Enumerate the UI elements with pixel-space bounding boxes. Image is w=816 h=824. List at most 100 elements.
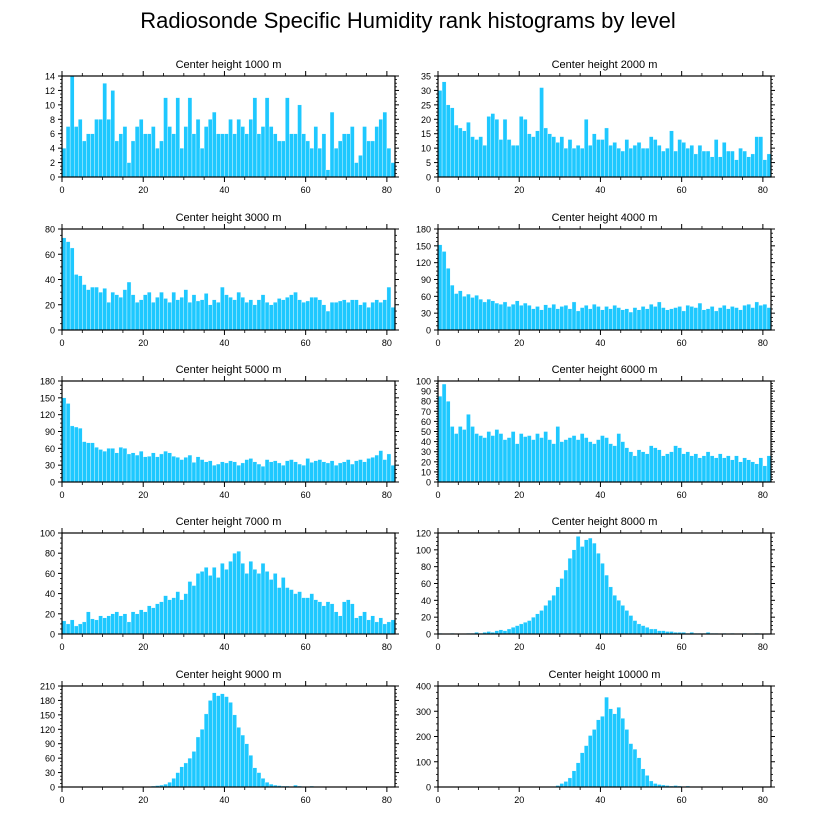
- histogram-bar: [256, 573, 262, 635]
- x-tick-label: 60: [301, 642, 311, 652]
- histogram-panel: Center height 10000 m 0 100 200 300 400 0 20 40 6…: [416, 669, 775, 805]
- histogram-bar: [571, 301, 577, 331]
- histogram-bar: [535, 130, 540, 178]
- histogram-bar: [187, 581, 193, 635]
- histogram-bar: [289, 589, 294, 635]
- histogram-bar: [543, 605, 548, 635]
- panel-title: Center height 8000 m: [552, 516, 658, 528]
- y-tick-label: 30: [45, 768, 55, 778]
- y-tick-label: 120: [416, 258, 431, 268]
- histogram-bar: [746, 459, 751, 483]
- histogram-bar: [445, 401, 451, 483]
- histogram-bar: [466, 414, 471, 483]
- histogram-bar: [535, 613, 540, 635]
- histogram-bar: [624, 139, 630, 178]
- histogram-bar: [762, 304, 768, 331]
- histogram-bar: [228, 296, 233, 331]
- histogram-bar: [321, 605, 327, 635]
- x-tick-label: 0: [435, 642, 440, 652]
- x-tick-label: 60: [677, 185, 687, 195]
- histogram-bar: [297, 591, 302, 635]
- histogram-bar: [705, 150, 711, 178]
- histogram-bar: [191, 294, 197, 331]
- y-tick-label: 20: [45, 609, 55, 619]
- y-tick-label: 180: [416, 225, 431, 235]
- histogram-bar: [498, 629, 504, 635]
- histogram-bar: [535, 306, 540, 331]
- y-tick-label: 180: [40, 696, 55, 706]
- histogram-bar: [624, 447, 630, 483]
- histogram-bar: [293, 461, 298, 483]
- histogram-bar: [281, 577, 286, 635]
- histogram-bar: [220, 461, 225, 483]
- histogram-bar: [738, 147, 743, 178]
- histogram-bar: [523, 436, 528, 483]
- histogram-bar: [78, 275, 83, 331]
- histogram-bar: [195, 119, 201, 178]
- histogram-bar: [547, 133, 552, 178]
- histogram-bar: [636, 757, 642, 788]
- histogram-bar: [441, 383, 447, 483]
- histogram-bar: [216, 133, 221, 178]
- histogram-bar: [470, 136, 475, 178]
- histogram-bar: [260, 126, 266, 178]
- histogram-bar: [738, 461, 743, 483]
- histogram-bar: [559, 578, 565, 635]
- histogram-bar: [106, 302, 111, 331]
- histogram-bar: [563, 147, 569, 178]
- histogram-bar: [143, 133, 148, 178]
- histogram-bar: [159, 291, 164, 331]
- histogram-bar: [147, 291, 152, 331]
- y-tick-label: 400: [416, 682, 431, 692]
- histogram-bar: [151, 126, 156, 178]
- histogram-bar: [90, 133, 95, 178]
- y-tick-label: 25: [421, 100, 431, 110]
- histogram-bar: [309, 462, 314, 483]
- histogram-bar: [531, 439, 536, 483]
- histogram-bar: [272, 573, 278, 635]
- histogram-bar: [474, 295, 479, 331]
- histogram-bar: [212, 299, 217, 331]
- histogram-bar: [195, 736, 201, 788]
- histogram-bar: [224, 133, 229, 178]
- histogram-bar: [78, 427, 83, 483]
- histogram-bar: [78, 119, 83, 178]
- histogram-bar: [584, 437, 589, 483]
- x-tick-label: 60: [301, 338, 311, 348]
- histogram-bar: [624, 610, 630, 635]
- y-tick-label: 14: [45, 72, 55, 82]
- histogram-panel: Center height 7000 m 0 20 40 60 80 100 0 20 40 60 8…: [40, 516, 399, 652]
- histogram-bar: [102, 450, 107, 483]
- histogram-bar: [734, 307, 739, 331]
- histogram-bar: [531, 308, 536, 331]
- histogram-bar: [612, 713, 617, 788]
- histogram-bar: [252, 461, 258, 483]
- histogram-bar: [490, 113, 496, 178]
- histogram-bar: [126, 621, 132, 635]
- histogram-bar: [567, 558, 573, 635]
- histogram-bar: [366, 458, 371, 483]
- histogram-bar: [490, 435, 496, 483]
- histogram-bar: [232, 553, 237, 635]
- histogram-bar: [317, 147, 323, 178]
- histogram-bar: [232, 299, 237, 331]
- histogram-bar: [82, 284, 87, 331]
- histogram-bar: [317, 299, 323, 331]
- histogram-bar: [478, 435, 483, 483]
- histogram-bar: [648, 780, 654, 788]
- histogram-bar: [220, 563, 225, 635]
- x-tick-label: 20: [514, 185, 524, 195]
- histogram-bar: [248, 458, 254, 483]
- histogram-bar: [74, 274, 79, 331]
- histogram-bar: [378, 119, 383, 178]
- histogram-bar: [693, 307, 699, 331]
- y-tick-label: 5: [426, 158, 431, 168]
- histogram-bar: [208, 575, 213, 635]
- histogram-bar: [661, 455, 666, 483]
- histogram-bar: [155, 603, 160, 635]
- y-tick-label: 70: [421, 407, 431, 417]
- histogram-bar: [167, 599, 172, 635]
- histogram-bar: [579, 307, 585, 331]
- y-tick-label: 20: [421, 457, 431, 467]
- histogram-bar: [766, 307, 772, 331]
